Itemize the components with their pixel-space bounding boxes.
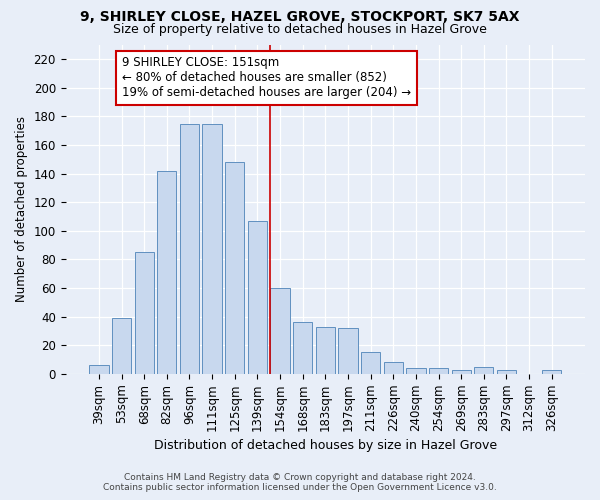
Bar [89,365,109,374]
Bar [406,368,425,374]
Bar [180,124,199,374]
Bar [383,362,403,374]
Text: 9 SHIRLEY CLOSE: 151sqm
← 80% of detached houses are smaller (852)
19% of semi-d: 9 SHIRLEY CLOSE: 151sqm ← 80% of detache… [122,56,410,100]
Bar [361,352,380,374]
Text: Contains HM Land Registry data © Crown copyright and database right 2024.
Contai: Contains HM Land Registry data © Crown c… [103,473,497,492]
Bar [338,328,358,374]
Bar [157,171,176,374]
Bar [542,370,562,374]
Bar [316,326,335,374]
Bar [225,162,244,374]
Text: 9, SHIRLEY CLOSE, HAZEL GROVE, STOCKPORT, SK7 5AX: 9, SHIRLEY CLOSE, HAZEL GROVE, STOCKPORT… [80,10,520,24]
Text: Size of property relative to detached houses in Hazel Grove: Size of property relative to detached ho… [113,22,487,36]
Bar [293,322,313,374]
Bar [497,370,516,374]
Bar [429,368,448,374]
X-axis label: Distribution of detached houses by size in Hazel Grove: Distribution of detached houses by size … [154,440,497,452]
Bar [134,252,154,374]
Bar [112,318,131,374]
Bar [474,366,493,374]
Y-axis label: Number of detached properties: Number of detached properties [15,116,28,302]
Bar [248,221,267,374]
Bar [452,370,471,374]
Bar [202,124,222,374]
Bar [271,288,290,374]
